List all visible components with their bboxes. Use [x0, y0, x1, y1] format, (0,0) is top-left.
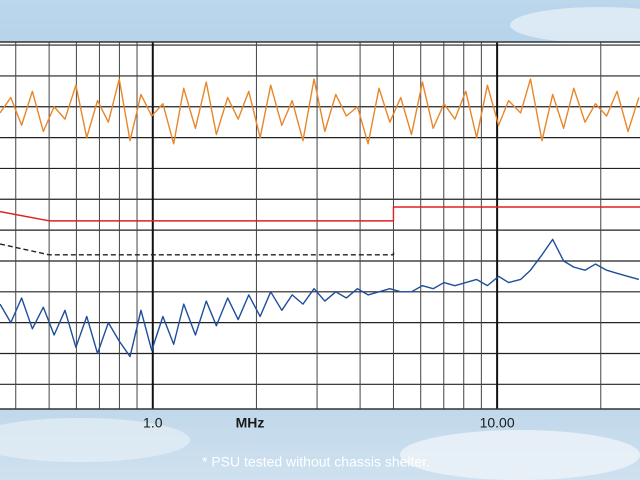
plot-area — [0, 42, 640, 409]
x-axis-label: MHz — [236, 415, 265, 431]
series-line — [0, 206, 640, 222]
cloud — [0, 418, 190, 462]
plot-border — [0, 41, 640, 410]
x-ticks: 1.010.0030 — [143, 415, 515, 431]
x-tick-label: 1.0 — [143, 415, 163, 431]
cloud — [400, 430, 640, 480]
footnote: * PSU tested without chassis shelter. — [202, 454, 430, 470]
x-tick-label: 10.00 — [480, 415, 515, 431]
series-group — [0, 78, 640, 358]
series-line — [0, 238, 640, 358]
cloud — [510, 7, 640, 43]
series-line — [0, 78, 640, 145]
series-line — [0, 243, 395, 256]
